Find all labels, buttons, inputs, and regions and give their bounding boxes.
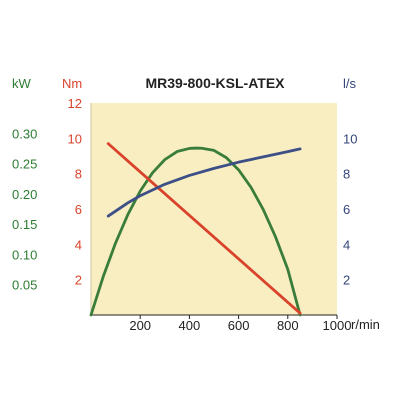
y-tick-label-flow: 10 [343, 131, 357, 146]
x-tick-label: 200 [129, 318, 151, 333]
y-tick-label-torque: 10 [68, 131, 82, 146]
x-tick-label: 800 [277, 318, 299, 333]
series-line-flow [106, 147, 302, 218]
plot-area [91, 103, 337, 315]
y-tick-label-flow: 2 [343, 273, 350, 288]
y-axis-unit-flow: l/s [343, 76, 357, 91]
x-tick-label: 400 [179, 318, 201, 333]
series-layer [89, 142, 302, 317]
y-tick-label-torque: 2 [75, 273, 82, 288]
series-line-torque [106, 142, 302, 315]
y-tick-label-torque: 6 [75, 202, 82, 217]
x-tick-label: 600 [228, 318, 250, 333]
y-tick-label-flow: 8 [343, 167, 350, 182]
y-tick-label-flow: 4 [343, 237, 350, 252]
x-axis-unit-label: r/min [351, 317, 380, 332]
x-tick-label: 1000 [323, 318, 352, 333]
axis-layer: 200 400 600 800 1000 kW 0.05 0.10 0.15 0.20 0.25 0.… [12, 76, 357, 333]
y-tick-label-torque: 4 [75, 237, 82, 252]
y-tick-label-power: 0.30 [12, 126, 37, 141]
y-axis-unit-power: kW [12, 76, 32, 91]
y-tick-label-power: 0.25 [12, 157, 37, 172]
series-line-power [89, 146, 302, 317]
y-tick-label-power: 0.15 [12, 217, 37, 232]
y-axis-unit-torque: Nm [62, 76, 82, 91]
y-tick-label-power: 0.10 [12, 247, 37, 262]
y-tick-label-power: 0.05 [12, 278, 37, 293]
y-tick-label-power: 0.20 [12, 187, 37, 202]
chart-title: MR39-800-KSL-ATEX [146, 75, 286, 91]
y-tick-label-torque: 12 [68, 96, 82, 111]
y-tick-label-flow: 6 [343, 202, 350, 217]
y-tick-label-torque: 8 [75, 167, 82, 182]
